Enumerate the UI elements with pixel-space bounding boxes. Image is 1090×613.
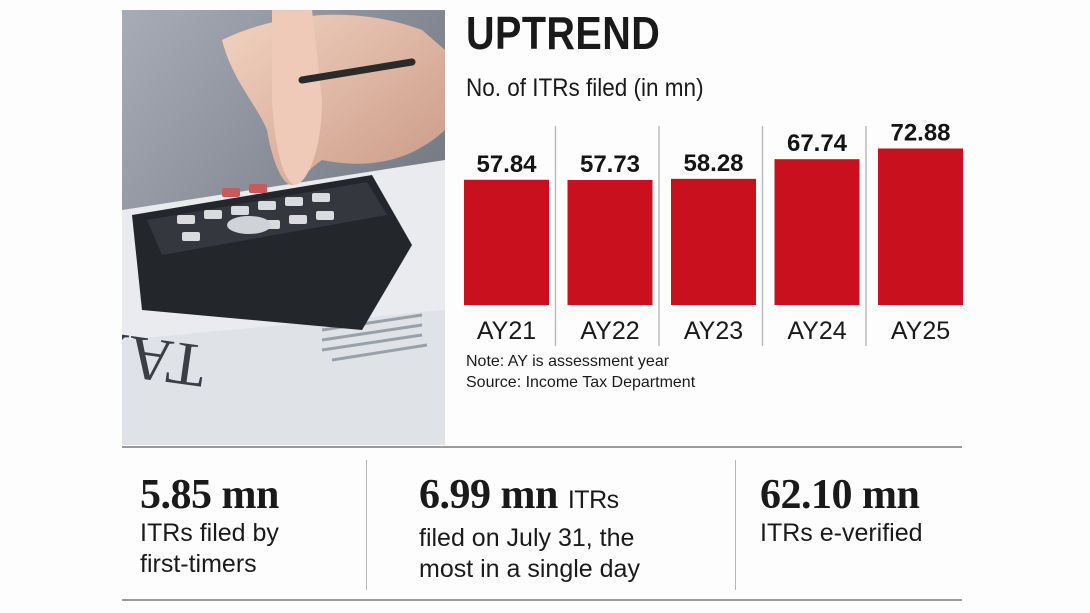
bar-ay25 bbox=[878, 148, 963, 305]
bar-value-label: 72.88 bbox=[890, 119, 950, 146]
chart-title: UPTREND bbox=[466, 7, 661, 59]
x-tick-label: AY22 bbox=[580, 317, 639, 345]
stat-value: 62.10 mn bbox=[760, 472, 920, 518]
calculator-tax-photo: TAX bbox=[122, 10, 445, 445]
itr-bar-chart: 57.84 AY21 57.73 AY22 58.28 AY23 67.74 AY24 72.8… bbox=[464, 119, 963, 346]
bar-ay23 bbox=[671, 178, 756, 305]
stat-desc-line: ITRs e-verified bbox=[760, 519, 923, 547]
bar-value-label: 58.28 bbox=[683, 150, 743, 177]
divider-top bbox=[122, 446, 962, 448]
stat-desc-line: ITRs filed by bbox=[140, 519, 279, 547]
bar-ay24 bbox=[774, 159, 860, 305]
chart-note: Note: AY is assessment year bbox=[466, 353, 670, 370]
stat-desc-line: first-timers bbox=[140, 550, 257, 578]
stat-first-timers: 5.85 mn ITRs filed by first-timers bbox=[140, 472, 279, 580]
bar-ay21 bbox=[464, 179, 549, 305]
photo-illustration: TAX bbox=[122, 10, 445, 445]
x-tick-label: AY23 bbox=[684, 317, 743, 345]
x-tick-label: AY25 bbox=[891, 317, 950, 345]
x-tick-label: AY24 bbox=[787, 317, 846, 345]
stat-value: 6.99 mn ITRs bbox=[419, 472, 619, 518]
stat-suffix: ITRs bbox=[567, 486, 619, 514]
bar-value-label: 67.74 bbox=[787, 130, 848, 157]
stat-july-31: 6.99 mn ITRs filed on July 31, the most … bbox=[419, 472, 640, 585]
stat-divider-2 bbox=[735, 460, 736, 590]
chart-subtitle: No. of ITRs filed (in mn) bbox=[466, 74, 704, 102]
chart-source: Source: Income Tax Department bbox=[466, 374, 696, 391]
bar-ay22 bbox=[567, 180, 653, 305]
x-tick-label: AY21 bbox=[477, 317, 536, 345]
bar-value-label: 57.84 bbox=[476, 151, 537, 178]
stat-divider-1 bbox=[366, 460, 367, 590]
stat-value: 5.85 mn bbox=[140, 472, 279, 518]
divider-bottom bbox=[122, 599, 962, 601]
bar-value-label: 57.73 bbox=[580, 151, 640, 178]
stat-e-verified: 62.10 mn ITRs e-verified bbox=[760, 472, 923, 549]
stat-desc-line: filed on July 31, the bbox=[419, 524, 635, 552]
stat-desc-line: most in a single day bbox=[419, 555, 640, 583]
